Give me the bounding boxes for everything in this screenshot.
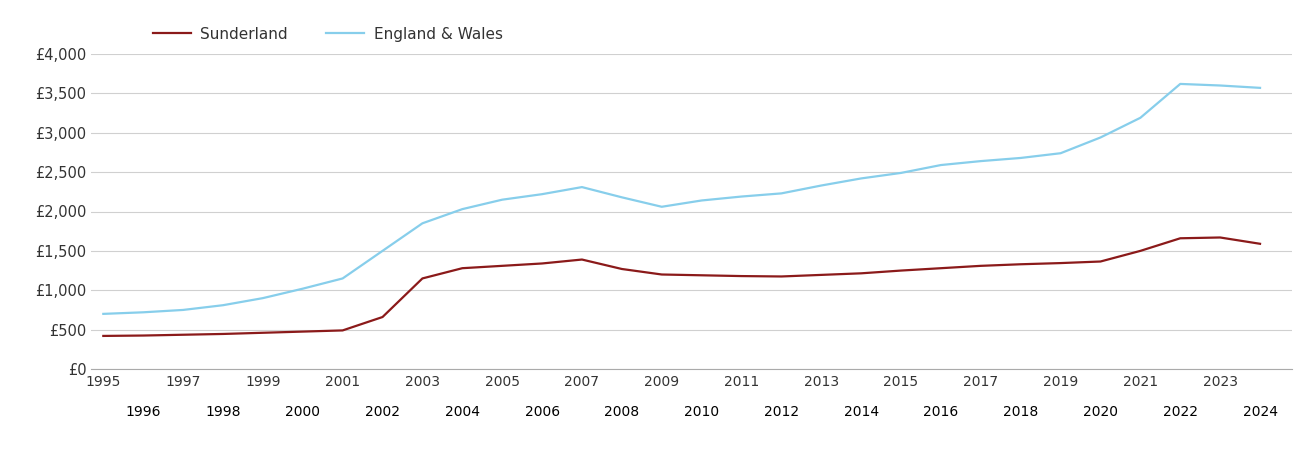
England & Wales — [454, 207, 470, 212]
England & Wales — [495, 197, 510, 202]
Sunderland — [215, 331, 231, 337]
England & Wales — [95, 311, 111, 317]
England & Wales — [1013, 155, 1028, 161]
England & Wales — [1212, 83, 1228, 88]
England & Wales — [375, 248, 390, 253]
England & Wales — [534, 192, 549, 197]
England & Wales — [733, 194, 749, 199]
England & Wales — [1092, 135, 1108, 140]
England & Wales — [974, 158, 989, 164]
England & Wales — [415, 220, 431, 226]
Sunderland — [175, 332, 191, 338]
Sunderland — [1172, 236, 1188, 241]
Sunderland — [534, 261, 549, 266]
Line: England & Wales: England & Wales — [103, 84, 1261, 314]
England & Wales — [933, 162, 949, 168]
Legend: Sunderland, England & Wales: Sunderland, England & Wales — [147, 21, 509, 48]
Sunderland — [654, 272, 669, 277]
England & Wales — [774, 191, 790, 196]
Sunderland — [933, 266, 949, 271]
Sunderland — [295, 329, 311, 334]
Sunderland — [853, 270, 869, 276]
Sunderland — [893, 268, 908, 273]
Sunderland — [1253, 241, 1268, 247]
England & Wales — [175, 307, 191, 313]
Sunderland — [1212, 235, 1228, 240]
Sunderland — [774, 274, 790, 279]
England & Wales — [1053, 150, 1069, 156]
England & Wales — [254, 295, 270, 301]
England & Wales — [295, 286, 311, 292]
England & Wales — [615, 194, 630, 200]
England & Wales — [694, 198, 710, 203]
Sunderland — [136, 333, 151, 338]
Sunderland — [335, 328, 351, 333]
Sunderland — [1053, 261, 1069, 266]
England & Wales — [1172, 81, 1188, 86]
Sunderland — [733, 273, 749, 279]
England & Wales — [215, 302, 231, 308]
Sunderland — [1133, 248, 1148, 253]
England & Wales — [1133, 115, 1148, 121]
Sunderland — [375, 314, 390, 319]
Sunderland — [415, 276, 431, 281]
Line: Sunderland: Sunderland — [103, 238, 1261, 336]
Sunderland — [95, 333, 111, 338]
England & Wales — [1253, 85, 1268, 90]
Sunderland — [813, 272, 829, 278]
England & Wales — [136, 310, 151, 315]
Sunderland — [1092, 259, 1108, 264]
England & Wales — [574, 184, 590, 190]
Sunderland — [574, 257, 590, 262]
Sunderland — [615, 266, 630, 272]
England & Wales — [853, 176, 869, 181]
Sunderland — [974, 263, 989, 269]
Sunderland — [254, 330, 270, 335]
Sunderland — [495, 263, 510, 269]
Sunderland — [694, 273, 710, 278]
Sunderland — [454, 266, 470, 271]
England & Wales — [813, 183, 829, 188]
England & Wales — [654, 204, 669, 209]
England & Wales — [335, 276, 351, 281]
Sunderland — [1013, 261, 1028, 267]
England & Wales — [893, 170, 908, 176]
